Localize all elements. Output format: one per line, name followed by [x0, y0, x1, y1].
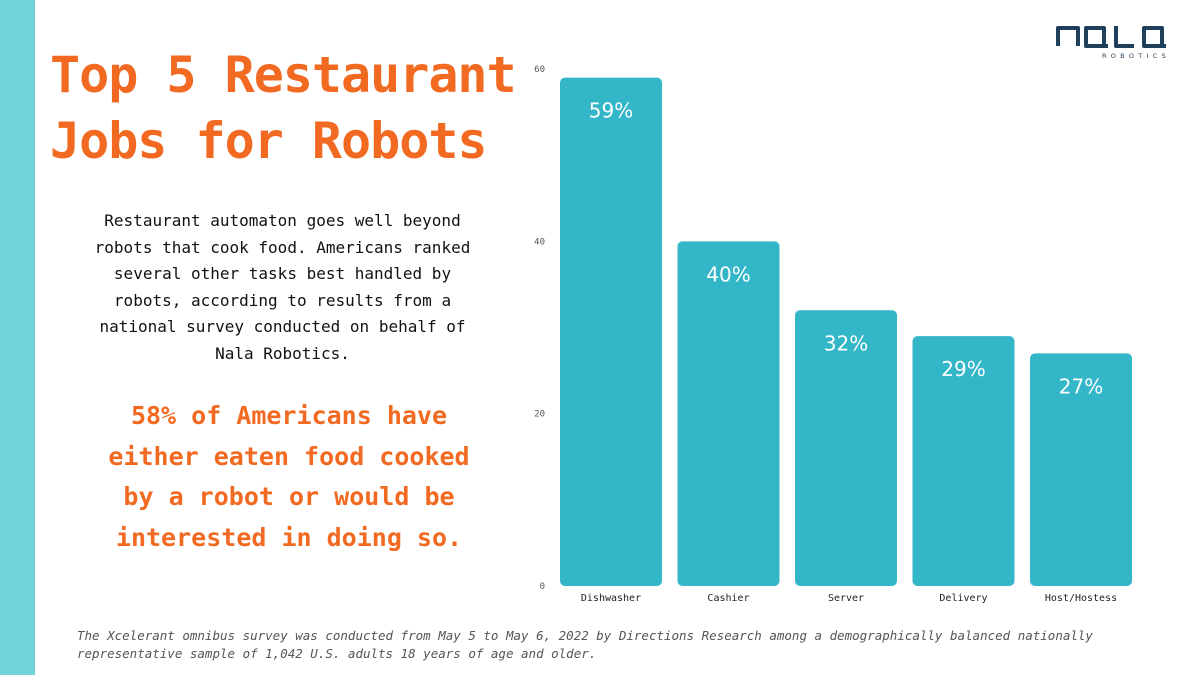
stat-line-4: interested in doing so.	[115, 522, 463, 552]
stat-line-3: by a robot or would be	[123, 482, 455, 511]
logo-subtitle: ROBOTICS	[1102, 52, 1170, 60]
intro-line-5: national survey conducted on behalf of	[99, 317, 466, 336]
x-tick-label: Host/Hostess	[1045, 593, 1117, 604]
data-labels: 59% 40% 32% 29% 27%	[589, 99, 1103, 399]
stat-line-2: either eaten food cooked	[108, 441, 470, 471]
intro-line-3: several other tasks best handled by	[113, 264, 452, 283]
data-label: 32%	[824, 331, 868, 355]
intro-line-1: Restaurant automaton goes well beyond	[104, 211, 461, 230]
highlight-stat: 58% of Americans have either eaten food …	[50, 396, 528, 558]
footnote-line-1: The Xcelerant omnibus survey was conduct…	[77, 628, 1093, 643]
page-title: Top 5 Restaurant Jobs for Robots	[50, 42, 520, 174]
bar-server	[795, 310, 897, 586]
x-tick-label: Server	[828, 593, 864, 604]
y-axis: 0 20 40 60	[534, 65, 545, 592]
bar-cashier	[677, 241, 780, 587]
bar-delivery	[912, 336, 1015, 586]
intro-line-6: Nala Robotics.	[215, 343, 350, 363]
intro-paragraph: Restaurant automaton goes well beyond ro…	[55, 208, 510, 367]
bar-chart: 0 20 40 60 59% 40% 32% 29% 27% Dishwasher Cashie…	[534, 65, 1132, 604]
data-label: 59%	[589, 99, 633, 123]
side-stripe	[0, 0, 35, 675]
bars	[560, 77, 1132, 587]
title-line-2: Jobs for Robots	[50, 112, 488, 170]
stat-line-1: 58% of Americans have	[130, 401, 448, 430]
x-tick-label: Dishwasher	[581, 593, 641, 604]
x-axis-labels: Dishwasher Cashier Server Delivery Host/Host…	[581, 593, 1117, 604]
footnote-line-2: representative sample of 1,042 U.S. adul…	[77, 646, 597, 661]
nala-robotics-logo: ROBOTICS	[1056, 26, 1170, 60]
intro-line-2: robots that cook food. Americans ranked	[94, 237, 471, 257]
bar-dishwasher	[560, 77, 662, 586]
intro-line-4: robots, according to results from a	[113, 290, 452, 310]
y-tick-label: 0	[540, 582, 545, 592]
data-label: 29%	[941, 357, 985, 381]
y-tick-label: 40	[534, 237, 545, 247]
survey-footnote: The Xcelerant omnibus survey was conduct…	[77, 627, 1187, 663]
data-label: 27%	[1059, 374, 1103, 398]
title-line-1: Top 5 Restaurant	[50, 46, 517, 104]
x-tick-label: Cashier	[707, 593, 749, 604]
y-tick-label: 20	[534, 410, 545, 420]
bar-host-hostess	[1030, 353, 1132, 586]
y-tick-label: 60	[534, 65, 545, 75]
data-label: 40%	[706, 262, 750, 286]
x-tick-label: Delivery	[939, 593, 987, 604]
